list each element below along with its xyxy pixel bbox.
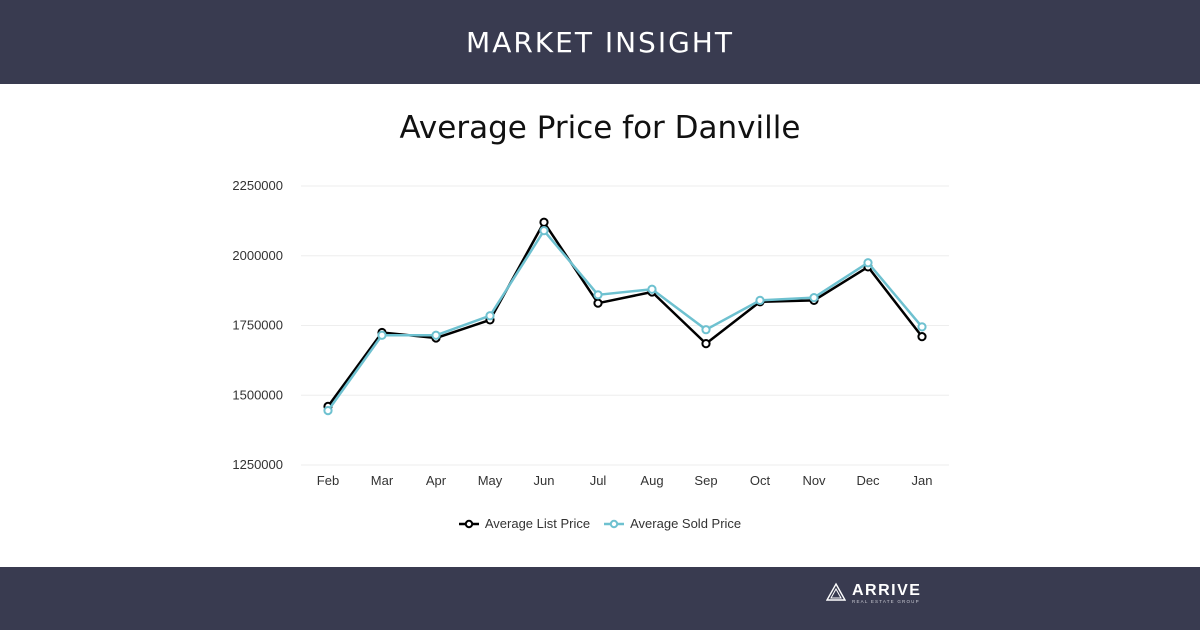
logo-name: ARRIVE: [852, 582, 922, 599]
data-point-sold-price[interactable]: [539, 226, 549, 236]
data-point-sold-price[interactable]: [755, 295, 765, 305]
x-tick-label: Nov: [802, 473, 826, 488]
data-point-sold-price[interactable]: [863, 258, 873, 268]
x-tick-label: Dec: [856, 473, 880, 488]
x-tick-label: Sep: [694, 473, 717, 488]
x-tick-label: Mar: [371, 473, 394, 488]
legend-item-sold[interactable]: Average Sold Price: [604, 516, 741, 531]
chart-series: [323, 217, 927, 416]
legend-label-sold: Average Sold Price: [630, 516, 742, 531]
y-tick-label: 1750000: [232, 318, 283, 333]
x-tick-label: Oct: [750, 473, 771, 488]
x-tick-label: Jun: [534, 473, 555, 488]
top-banner: MARKET INSIGHT: [0, 0, 1200, 84]
data-point-sold-price[interactable]: [377, 330, 387, 340]
legend-label-list: Average List Price: [484, 516, 591, 531]
triangle-logo-icon: [826, 582, 846, 601]
x-tick-label: Jul: [590, 473, 607, 488]
logo-subtitle: REAL ESTATE GROUP: [852, 599, 920, 604]
chart-grid: [301, 185, 949, 466]
x-tick-label: Apr: [426, 473, 447, 488]
data-point-list-price[interactable]: [593, 298, 603, 308]
y-tick-label: 1250000: [232, 457, 283, 472]
data-point-sold-price[interactable]: [485, 311, 495, 321]
y-tick-label: 1500000: [232, 387, 283, 402]
y-axis-ticks: 2250000 2000000 1750000 1500000 1250000: [232, 178, 283, 472]
company-logo: ARRIVE REAL ESTATE GROUP: [826, 582, 921, 605]
bottom-banner: ARRIVE REAL ESTATE GROUP: [0, 567, 1200, 630]
banner-title: MARKET INSIGHT: [466, 25, 734, 59]
data-point-sold-price[interactable]: [647, 284, 657, 294]
data-point-sold-price[interactable]: [809, 293, 819, 303]
data-point-list-price[interactable]: [539, 217, 549, 227]
x-axis-ticks: Feb Mar Apr May Jun Jul Aug Sep Oct Nov Dec Jan: [317, 473, 933, 488]
x-tick-label: May: [478, 473, 503, 488]
data-point-list-price[interactable]: [701, 339, 711, 349]
y-tick-label: 2000000: [232, 248, 283, 263]
legend-swatch-sold: [604, 519, 625, 528]
data-point-sold-price[interactable]: [917, 322, 927, 332]
legend-item-list[interactable]: Average List Price: [458, 516, 591, 531]
line-chart: 2250000 2000000 1750000 1500000 1250000 Feb M…: [232, 178, 949, 488]
data-point-sold-price[interactable]: [323, 405, 333, 416]
series-line-list-price: [326, 221, 923, 408]
legend-swatch-list: [458, 519, 479, 528]
data-point-sold-price[interactable]: [701, 325, 711, 335]
series-line-sold-price: [326, 229, 923, 412]
data-point-sold-price[interactable]: [593, 290, 603, 300]
x-tick-label: Feb: [317, 473, 339, 488]
chart-title: Average Price for Danville: [399, 110, 801, 146]
y-tick-label: 2250000: [232, 178, 283, 193]
x-tick-label: Aug: [640, 473, 663, 488]
data-point-list-price[interactable]: [917, 332, 927, 342]
x-tick-label: Jan: [912, 473, 933, 488]
chart-legend: Average List Price Average Sold Price: [0, 516, 1200, 531]
data-point-sold-price[interactable]: [431, 330, 441, 340]
